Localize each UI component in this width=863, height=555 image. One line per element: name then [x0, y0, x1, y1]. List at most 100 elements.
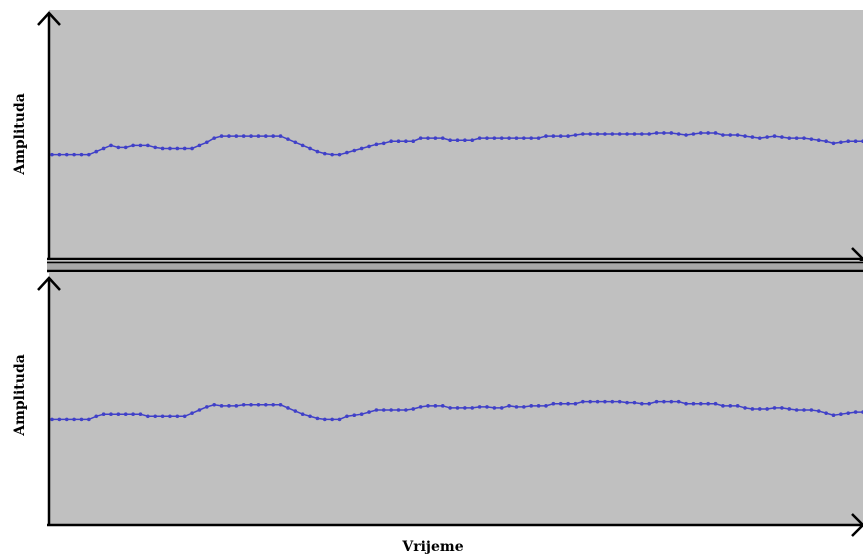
data-point: [581, 132, 585, 136]
data-point: [264, 402, 268, 407]
data-point: [691, 401, 696, 406]
data-point: [853, 139, 858, 144]
data-point: [396, 139, 401, 144]
data-point: [647, 401, 651, 406]
data-point: [101, 412, 106, 416]
data-point: [381, 408, 386, 412]
data-point: [404, 139, 408, 144]
data-point: [79, 152, 84, 157]
data-point: [529, 136, 534, 140]
data-point: [146, 143, 150, 148]
data-point: [153, 414, 158, 419]
data-point: [669, 131, 674, 135]
data-point: [315, 416, 320, 421]
data-point: [654, 399, 659, 404]
data-point: [131, 412, 135, 416]
data-point: [794, 136, 799, 140]
data-point: [123, 145, 128, 150]
data-point: [190, 411, 194, 415]
data-point: [588, 399, 593, 404]
data-point: [168, 414, 172, 419]
data-point: [757, 407, 762, 411]
data-point: [625, 132, 629, 136]
data-point: [101, 146, 106, 151]
data-point: [610, 399, 615, 404]
data-point: [322, 417, 327, 422]
data-point: [212, 402, 216, 407]
data-point: [197, 143, 202, 148]
data-point: [300, 143, 305, 148]
data-point: [558, 401, 563, 406]
data-point: [249, 402, 253, 407]
data-point: [256, 134, 261, 138]
data-point: [426, 136, 430, 140]
data-point: [440, 136, 445, 140]
data-point: [131, 143, 135, 148]
data-point: [632, 132, 637, 136]
data-point: [286, 406, 290, 410]
data-point: [64, 152, 69, 157]
data-point: [116, 412, 121, 416]
data-point: [293, 409, 298, 413]
data-point: [780, 406, 784, 410]
data-point: [330, 417, 334, 422]
data-point: [138, 412, 143, 416]
data-point: [492, 406, 497, 410]
data-point: [359, 412, 364, 416]
top-waveform-series: [50, 131, 863, 157]
top-plot-background: [49, 10, 863, 258]
data-point: [757, 136, 762, 140]
data-point: [485, 405, 489, 409]
data-point: [219, 134, 224, 138]
data-point: [197, 408, 202, 412]
data-point: [772, 406, 777, 410]
data-point: [853, 410, 858, 414]
data-point: [205, 405, 209, 409]
data-point: [345, 150, 349, 155]
data-point: [440, 404, 445, 408]
data-point: [57, 152, 62, 157]
data-point: [640, 132, 644, 136]
data-point: [603, 132, 607, 136]
data-point: [433, 404, 438, 408]
data-point: [241, 402, 246, 407]
data-point: [227, 134, 231, 138]
data-point: [676, 399, 681, 404]
data-point: [308, 146, 312, 151]
data-point: [227, 404, 231, 408]
data-point: [699, 401, 703, 406]
data-point: [396, 408, 401, 412]
data-point: [492, 136, 497, 140]
data-point: [315, 149, 320, 154]
data-point: [566, 134, 570, 138]
data-point: [706, 401, 710, 406]
data-point: [522, 405, 526, 409]
data-point: [662, 399, 666, 404]
data-point: [846, 139, 851, 144]
data-point: [558, 134, 563, 138]
data-point: [330, 152, 334, 157]
data-point: [794, 408, 799, 412]
data-point: [595, 399, 600, 404]
data-point: [684, 401, 688, 406]
data-point: [50, 417, 54, 422]
data-point: [418, 136, 423, 140]
data-point: [50, 152, 54, 157]
data-point: [123, 412, 128, 416]
data-point: [286, 137, 290, 141]
data-point: [713, 401, 718, 406]
data-point: [64, 417, 69, 422]
data-point: [79, 417, 84, 422]
data-point: [175, 146, 180, 151]
data-point: [359, 146, 364, 151]
data-point: [116, 145, 121, 150]
separator-band: [47, 261, 863, 271]
data-point: [544, 134, 548, 138]
x-axis-label: Vrijeme: [401, 539, 463, 555]
data-point: [544, 404, 548, 408]
data-point: [566, 401, 570, 406]
data-point: [581, 399, 585, 404]
data-point: [787, 407, 792, 411]
data-point: [824, 411, 828, 415]
data-point: [367, 410, 371, 414]
